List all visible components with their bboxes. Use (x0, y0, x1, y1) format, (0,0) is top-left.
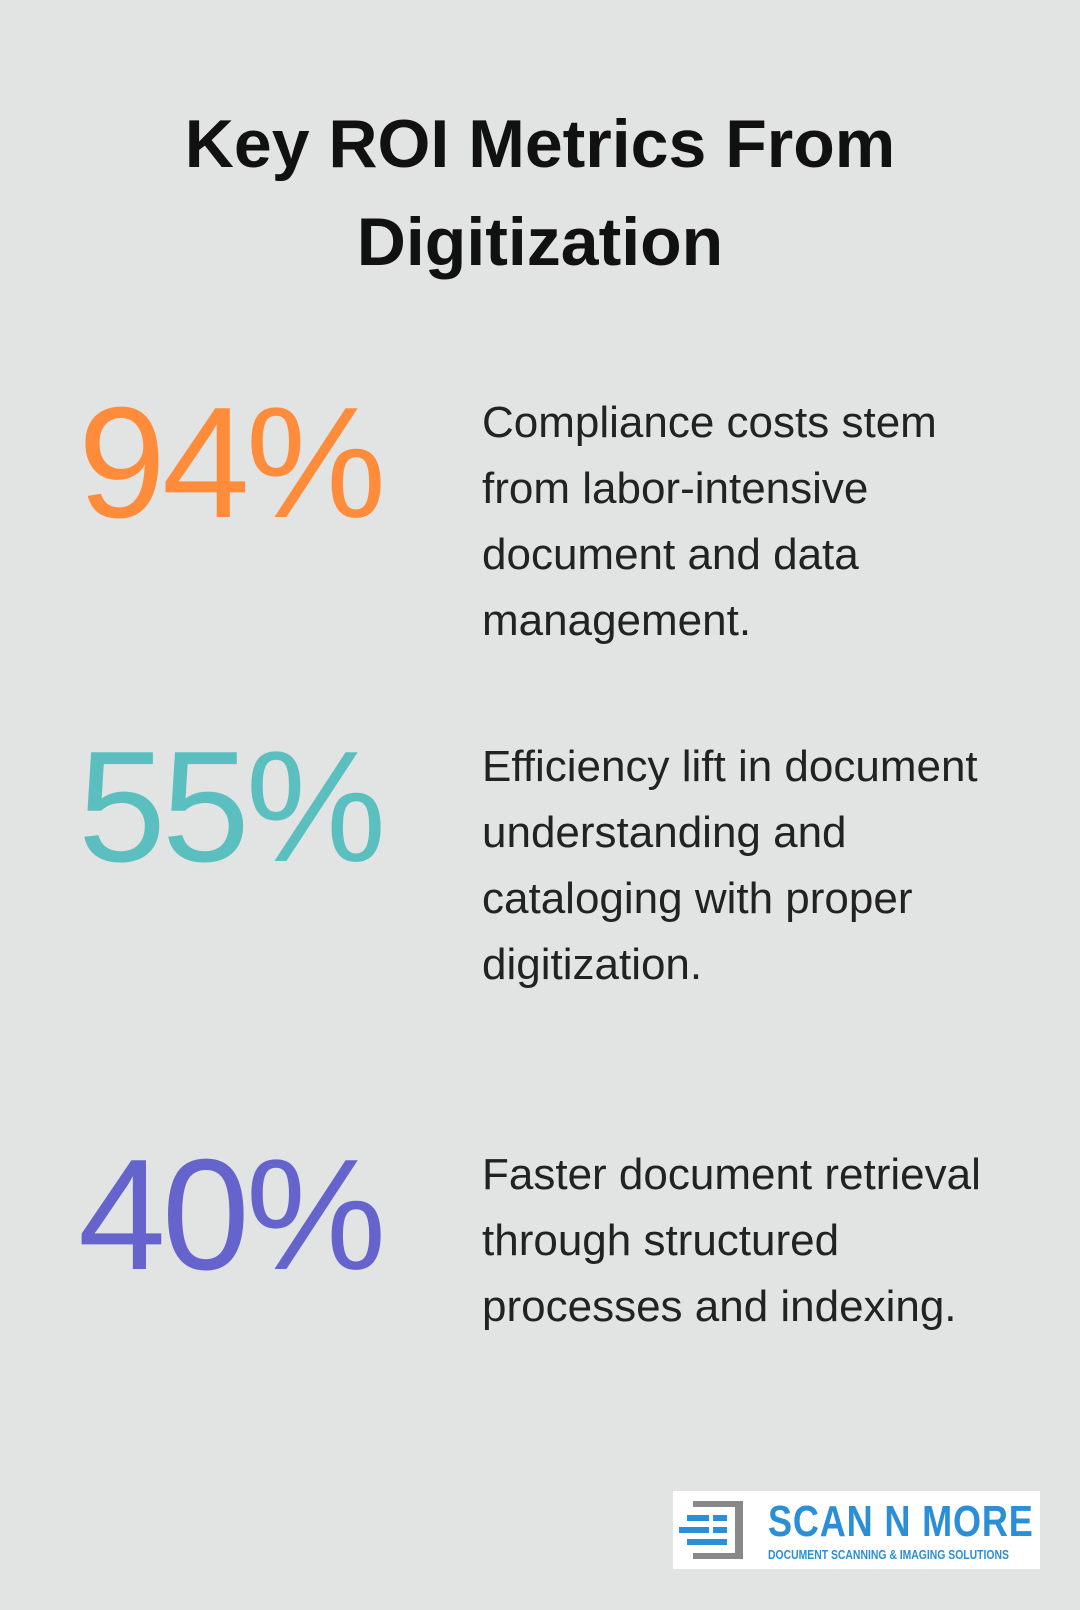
title: Key ROI Metrics From Digitization (184, 106, 896, 280)
stat-value: 40% (78, 1127, 386, 1303)
stat-block: 94% Compliance costs stem from labor-inte… (0, 378, 1080, 718)
stat-description: Efficiency lift in document understandin… (482, 742, 978, 989)
stat-block: 40% Faster document retrieval through str… (0, 1130, 1080, 1470)
logo-icon (679, 1501, 743, 1559)
logo-name: SCAN N MORE (768, 1497, 1034, 1546)
logo: SCAN N MORE DOCUMENT SCANNING & IMAGING … (673, 1491, 1040, 1569)
stat-description: Compliance costs stem from labor-intensi… (482, 398, 937, 645)
stat-block: 55% Efficiency lift in document understan… (0, 722, 1080, 1062)
stat-value: 94% (78, 375, 386, 551)
logo-tagline: DOCUMENT SCANNING & IMAGING SOLUTIONS (768, 1547, 1009, 1562)
stat-value: 55% (78, 719, 386, 895)
stat-description: Faster document retrieval through struct… (482, 1150, 981, 1331)
